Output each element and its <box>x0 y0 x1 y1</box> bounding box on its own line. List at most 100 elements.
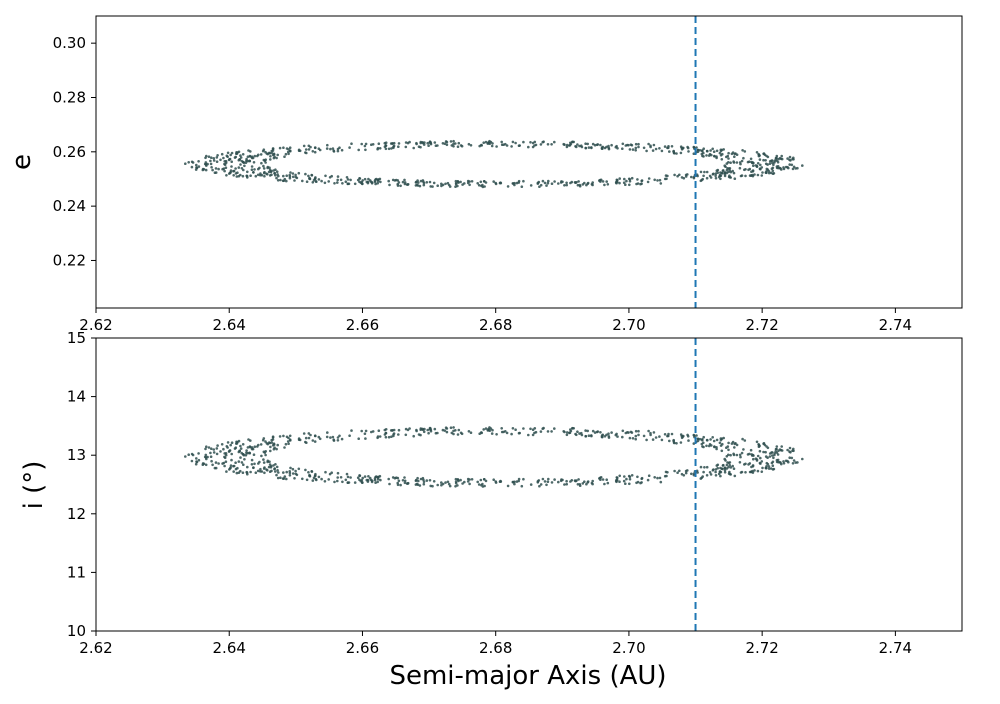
eccentricity-point <box>414 181 418 184</box>
inclination-point <box>574 432 577 436</box>
eccentricity-point <box>197 160 200 163</box>
eccentricity-point <box>668 150 671 153</box>
inclination-point <box>682 474 686 477</box>
eccentricity-point <box>217 167 220 171</box>
inclination-point <box>230 441 234 445</box>
inclination-point <box>506 484 510 488</box>
eccentricity-point <box>243 164 246 168</box>
inclination-x-tick-label: 2.74 <box>879 639 912 657</box>
eccentricity-point <box>317 178 321 181</box>
inclination-point <box>649 431 652 435</box>
eccentricity-point <box>634 146 638 150</box>
eccentricity-point <box>702 155 705 158</box>
inclination-point <box>647 429 650 433</box>
inclination-point <box>761 466 764 470</box>
inclination-point <box>651 438 655 441</box>
inclination-point <box>204 453 208 457</box>
eccentricity-point <box>536 181 540 185</box>
inclination-point <box>239 456 242 459</box>
inclination-point <box>244 453 248 457</box>
eccentricity-point <box>267 170 271 174</box>
eccentricity-point <box>340 148 344 152</box>
inclination-point <box>445 430 449 434</box>
eccentricity-point <box>488 142 492 145</box>
inclination-point <box>236 466 239 470</box>
eccentricity-point <box>791 167 795 171</box>
inclination-point <box>533 427 537 430</box>
inclination-point <box>245 449 248 452</box>
eccentricity-point <box>212 159 216 162</box>
inclination-point <box>456 433 460 436</box>
inclination-point <box>529 483 533 486</box>
inclination-point <box>618 474 621 478</box>
inclination-point <box>226 446 229 449</box>
inclination-point <box>730 442 734 445</box>
inclination-point <box>291 467 295 471</box>
inclination-point <box>326 431 329 434</box>
eccentricity-point <box>275 176 278 180</box>
inclination-point <box>232 470 235 473</box>
eccentricity-point <box>252 161 256 164</box>
inclination-point <box>601 433 605 437</box>
inclination-point <box>755 440 759 444</box>
eccentricity-point <box>210 156 213 159</box>
inclination-point <box>546 480 550 484</box>
eccentricity-point <box>794 167 797 170</box>
eccentricity-point <box>250 168 254 171</box>
eccentricity-point <box>403 178 406 182</box>
inclination-point <box>288 474 292 477</box>
inclination-point <box>336 476 340 479</box>
eccentricity-point <box>353 182 357 186</box>
inclination-point <box>788 456 791 460</box>
eccentricity-point <box>469 144 473 147</box>
eccentricity-point <box>774 156 778 160</box>
eccentricity-point <box>262 167 266 170</box>
eccentricity-point <box>628 180 632 183</box>
eccentricity-point <box>368 179 372 182</box>
eccentricity-point <box>288 176 292 180</box>
inclination-point <box>366 480 370 483</box>
eccentricity-point <box>230 151 234 155</box>
eccentricity-point <box>692 152 696 155</box>
eccentricity-point <box>305 151 308 155</box>
inclination-point <box>601 435 604 439</box>
inclination-point <box>545 483 548 487</box>
inclination-point <box>338 434 341 438</box>
x-axis-label: Semi-major Axis (AU) <box>389 661 666 691</box>
eccentricity-point <box>686 145 689 149</box>
inclination-point <box>304 436 308 440</box>
inclination-y-axis-label: i (°) <box>19 461 49 510</box>
inclination-point <box>269 445 272 449</box>
eccentricity-point <box>557 182 560 185</box>
inclination-point <box>459 431 463 435</box>
inclination-point <box>363 432 367 436</box>
inclination-point <box>771 468 775 471</box>
eccentricity-point <box>640 179 643 183</box>
inclination-point <box>283 446 286 449</box>
inclination-point <box>469 431 473 435</box>
eccentricity-point <box>538 185 541 188</box>
eccentricity-point <box>755 151 759 154</box>
inclination-point <box>491 428 494 432</box>
inclination-point <box>587 434 591 438</box>
eccentricity-point <box>269 169 273 173</box>
eccentricity-point <box>758 154 761 157</box>
inclination-point <box>692 442 696 445</box>
eccentricity-point <box>584 146 588 150</box>
inclination-point <box>584 435 588 438</box>
eccentricity-point <box>429 185 433 188</box>
eccentricity-point <box>264 150 267 154</box>
inclination-point <box>705 465 709 469</box>
eccentricity-point <box>264 158 268 161</box>
inclination-point <box>727 465 730 469</box>
eccentricity-point <box>490 144 494 148</box>
inclination-point <box>771 451 774 454</box>
eccentricity-point <box>708 174 712 178</box>
eccentricity-point <box>527 145 530 149</box>
eccentricity-point <box>792 158 795 161</box>
inclination-point <box>204 463 208 467</box>
inclination-point <box>578 432 581 435</box>
inclination-point <box>780 449 784 452</box>
eccentricity-point <box>714 176 718 180</box>
